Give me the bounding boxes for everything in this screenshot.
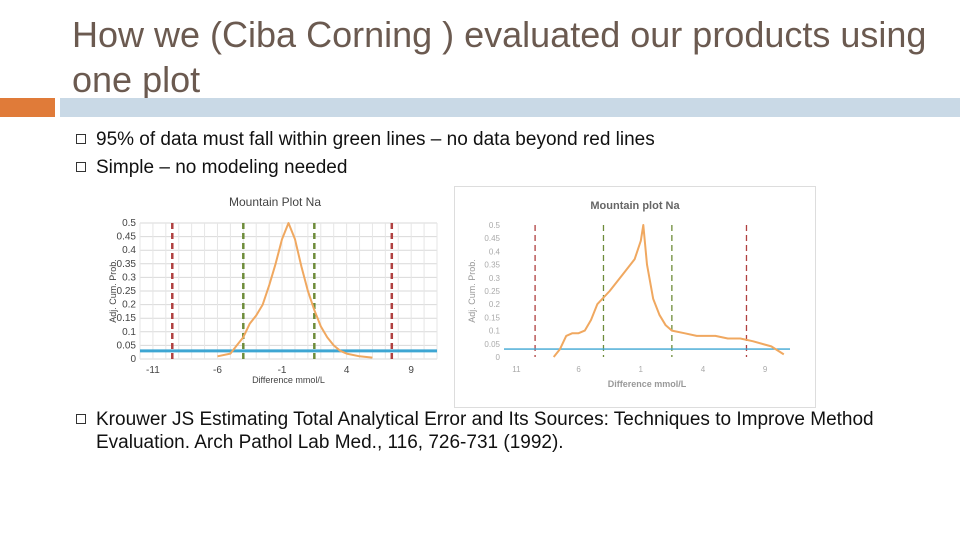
y-tick-label: 0.5: [122, 218, 136, 229]
x-tick-label: 1: [639, 365, 644, 374]
y-tick-label: 0.1: [122, 327, 136, 338]
mountain-plot-svg: Mountain Plot Na 0 0.05 0.1 0.15 0.2 0.25 0.3 0.…: [108, 195, 438, 385]
y-tick-label: 0.35: [117, 259, 137, 270]
y-tick-label: 0.3: [122, 272, 136, 283]
bullet-box-icon: [76, 414, 86, 424]
chart-title: Mountain Plot Na: [229, 195, 321, 209]
x-tick-label: 4: [344, 365, 350, 376]
slide-title: How we (Ciba Corning ) evaluated our pro…: [72, 14, 927, 100]
x-tick-label: -6: [213, 365, 222, 376]
y-axis-label: Adj. Cum. Prob.: [467, 259, 477, 323]
y-tick-label: 0.4: [489, 247, 501, 256]
y-tick-label: 0.35: [484, 261, 500, 270]
x-tick-label: 9: [408, 365, 414, 376]
title-rule-bar: [60, 98, 960, 117]
x-axis-label: Difference mmol/L: [608, 379, 687, 389]
y-tick-label: 0.2: [489, 300, 501, 309]
x-tick-label: 6: [576, 365, 581, 374]
chart-title: Mountain plot Na: [590, 200, 680, 212]
mountain-plot-chart: Mountain Plot Na 0 0.05 0.1 0.15 0.2 0.25 0.3 0.…: [100, 188, 450, 398]
x-axis-label: Difference mmol/L: [252, 375, 325, 385]
y-tick-label: 0.45: [117, 232, 137, 243]
y-tick-label: 0.15: [117, 313, 137, 324]
y-tick-label: 0.3: [489, 274, 501, 283]
mountain-plot-reference-chart: Mountain plot Na 0 0.05 0.1 0.15 0.2 0.25 0.3 0.…: [454, 186, 816, 408]
y-tick-label: 0: [496, 353, 501, 362]
series-line: [552, 224, 785, 358]
mountain-plot-reference-svg: Mountain plot Na 0 0.05 0.1 0.15 0.2 0.25 0.3 0.…: [467, 200, 790, 389]
bullet-text: Krouwer JS Estimating Total Analytical E…: [96, 409, 874, 453]
y-axis-label: Adj. Cum. Prob.: [108, 259, 118, 323]
bullet-text: 95% of data must fall within green lines…: [96, 129, 655, 150]
y-tick-label: 0.05: [484, 340, 500, 349]
y-tick-label: 0.2: [122, 300, 136, 311]
x-tick-label: 11: [512, 365, 521, 374]
y-tick-label: 0.1: [489, 327, 501, 336]
y-tick-label: 0.25: [484, 287, 500, 296]
y-tick-label: 0.25: [117, 286, 137, 297]
title-accent-bar: [0, 98, 55, 117]
bullet-box-icon: [76, 134, 86, 144]
y-tick-label: 0.45: [484, 234, 500, 243]
y-tick-label: 0.5: [489, 221, 501, 230]
x-tick-label: -11: [146, 365, 160, 376]
x-tick-label: 9: [763, 365, 768, 374]
x-tick-label: -1: [278, 365, 287, 376]
x-tick-label: 4: [701, 365, 706, 374]
y-tick-label: 0.15: [484, 313, 500, 322]
bullet-text: Simple – no modeling needed: [96, 157, 348, 178]
bullet-box-icon: [76, 162, 86, 172]
y-tick-label: 0.05: [117, 340, 137, 351]
y-tick-label: 0: [130, 354, 136, 365]
y-tick-label: 0.4: [122, 245, 136, 256]
series-line: [217, 222, 373, 359]
